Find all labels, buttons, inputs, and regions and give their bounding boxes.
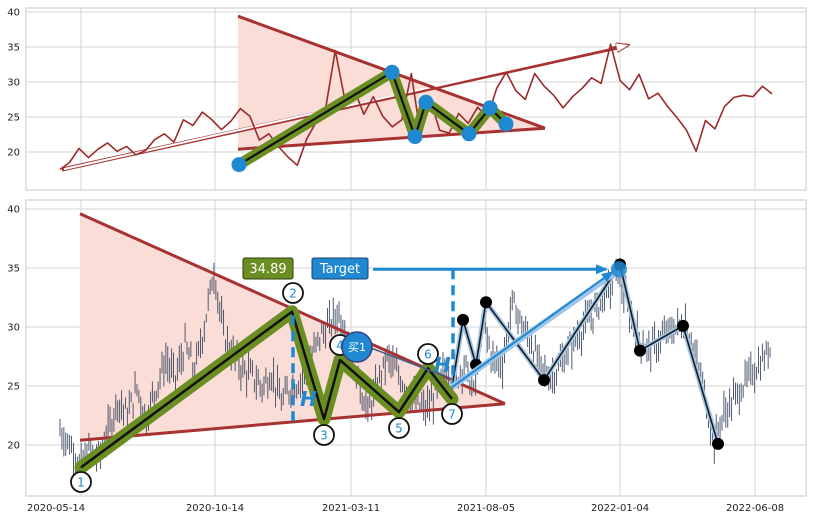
forecast-dot (457, 313, 469, 326)
x-tick-label: 2021-03-11 (322, 503, 380, 514)
bottom-y-tick-label: 35 (7, 264, 20, 275)
x-tick-label: 2020-05-14 (27, 503, 85, 514)
top-pattern-marker (384, 64, 400, 80)
pattern-point-label: 3 (320, 429, 328, 443)
top-triangle-lower-edge (237, 126, 546, 151)
pattern-point-label: 6 (424, 348, 432, 362)
annotations: H H 买1 34.89 Target (242, 257, 627, 411)
x-tick-label: 2022-01-04 (591, 503, 649, 514)
pattern-point-circle (70, 471, 92, 493)
projection-arrow (451, 271, 614, 388)
target-value-box (242, 257, 294, 280)
x-tick-label: 2020-10-14 (186, 503, 244, 514)
x-tick-label: 2021-08-05 (457, 503, 515, 514)
top-pattern-marker (482, 100, 498, 116)
pattern-point-circle (388, 417, 410, 439)
pattern-point-circle (441, 403, 463, 425)
bottom-triangle-lower-edge (79, 402, 506, 442)
pattern-point-circle (313, 424, 335, 446)
pattern-point-circles: 1 2 3 4 5 6 7 (70, 282, 463, 493)
target-label: Target (319, 262, 360, 277)
top-pattern-markers (231, 64, 514, 173)
buy-connector (370, 347, 453, 380)
top-pattern-marker (418, 94, 434, 110)
pattern-point-label: 2 (289, 287, 297, 301)
target-marker (611, 261, 627, 278)
top-y-tick-label: 30 (7, 78, 20, 89)
height-label: H (300, 387, 317, 411)
candlestick-series (59, 257, 771, 482)
pattern-point-label: 4 (336, 339, 344, 353)
pattern-point-circle (417, 343, 439, 365)
x-tick-label: 2022-06-08 (726, 503, 784, 514)
forecast-dot (712, 437, 724, 450)
pattern-point-label: 1 (77, 476, 85, 490)
top-pattern-marker (461, 126, 477, 142)
top-price-line (59, 43, 773, 171)
forecast-dot (480, 296, 492, 309)
bottom-y-tick-label: 40 (7, 205, 20, 216)
buy-label: 买1 (348, 341, 366, 354)
bottom-pattern-line (80, 310, 453, 469)
bottom-y-tick-label: 25 (7, 382, 20, 393)
top-y-tick-label: 35 (7, 43, 20, 54)
x-tick-labels: 2020-05-14 2020-10-14 2021-03-11 2021-08-05… (27, 503, 784, 514)
top-pattern-marker (231, 157, 247, 173)
y-tick-labels: 20 25 30 35 40 20 25 30 35 40 (7, 8, 20, 452)
height-label: H (434, 353, 451, 377)
height-dashes (291, 264, 608, 422)
top-y-tick-label: 25 (7, 113, 20, 124)
pattern-point-label: 7 (448, 408, 456, 422)
target-value-label: 34.89 (249, 262, 286, 277)
top-pattern-marker (407, 129, 423, 145)
top-pattern-marker (498, 116, 514, 132)
target-box (311, 257, 369, 280)
pattern-point-circle (282, 282, 304, 304)
buy-marker (341, 331, 373, 363)
bottom-y-tick-label: 30 (7, 323, 20, 334)
bottom-y-tick-label: 20 (7, 441, 20, 452)
forecast-dot (538, 374, 550, 387)
pattern-point-label: 5 (395, 422, 403, 436)
forecast-dot (677, 319, 689, 332)
forecast-dot (634, 344, 646, 357)
top-y-tick-label: 40 (7, 8, 20, 19)
top-y-tick-label: 20 (7, 148, 20, 159)
